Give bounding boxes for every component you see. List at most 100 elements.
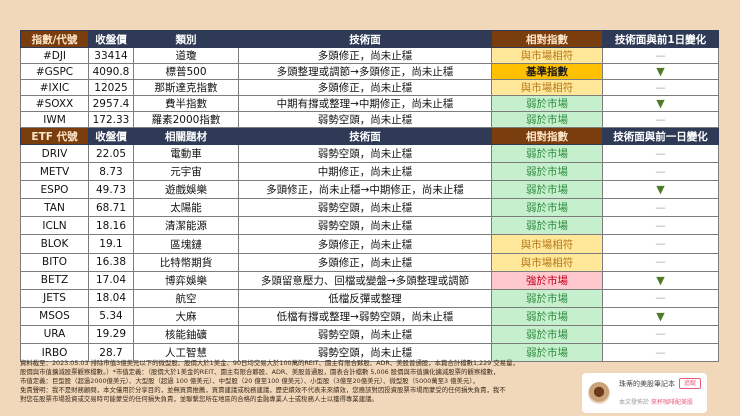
technical-cell: 弱勢空頭，尚未止穩	[238, 111, 492, 128]
close-cell: 8.73	[88, 162, 134, 182]
technical-cell: 多頭修正，尚未止穩	[238, 47, 492, 64]
close-cell: 18.04	[88, 288, 134, 308]
column-header: 技術面與前一日變化	[602, 127, 719, 145]
avatar[interactable]	[588, 382, 610, 404]
close-cell: 49.73	[88, 180, 134, 200]
symbol-cell: #SOXX	[20, 95, 89, 112]
category-cell: 元宇宙	[133, 162, 239, 182]
close-cell: 172.33	[88, 111, 134, 128]
dash-icon: —	[602, 198, 719, 218]
down-triangle-icon: ▼	[602, 270, 719, 290]
symbol-cell: URA	[20, 324, 89, 345]
table-row: BETZ 17.04 博弈娛樂 多頭留意壓力、回檔或變盤→多頭整理或調節 強於市場 ▼	[20, 270, 719, 290]
relative-cell: 與市場相符	[491, 252, 603, 272]
column-header: 技術面	[238, 30, 492, 48]
footnote-line: 股價與市值擴減股票觀察檔數。）*市值定義：（股價大於1美金的REIT、園主有限合…	[20, 368, 500, 376]
table-row: JETS 18.04 航空 低檔反彈或整理 弱於市場 —	[20, 288, 719, 308]
etf-table-header: ETF 代號 收盤價 相關題材 技術面 相對指數 技術面與前一日變化	[20, 127, 719, 145]
dash-icon: —	[602, 47, 719, 64]
relative-cell: 弱於市場	[491, 306, 603, 326]
relative-cell: 弱於市場	[491, 180, 603, 200]
dash-icon: —	[602, 162, 719, 182]
table-row: #SOXX 2957.4 費半指數 中期有撐或整理→中期修正，尚未止穩 弱於市場 ▼	[20, 95, 719, 112]
dash-icon: —	[602, 111, 719, 128]
down-triangle-icon: ▼	[602, 63, 719, 80]
symbol-cell: #GSPC	[20, 63, 89, 80]
technical-cell: 多頭留意壓力、回檔或變盤→多頭整理或調節	[238, 270, 492, 290]
author-name[interactable]: 珠蒂的美股筆記本	[619, 380, 675, 388]
symbol-cell: ICLN	[20, 216, 89, 236]
relative-cell: 弱於市場	[491, 343, 603, 363]
relative-cell: 與市場相符	[491, 79, 603, 96]
technical-cell: 多頭修正，尚未止穩	[238, 234, 492, 254]
table-row: ESPO 49.73 遊戲娛樂 多頭修正，尚未止穩→中期修正，尚未止穩 弱於市場 ▼	[20, 180, 719, 200]
follow-button[interactable]: 追蹤	[679, 378, 701, 389]
relative-cell: 弱於市場	[491, 216, 603, 236]
column-header: 技術面	[238, 127, 492, 145]
symbol-cell: #IXIC	[20, 79, 89, 96]
symbol-cell: METV	[20, 162, 89, 182]
symbol-cell: TAN	[20, 198, 89, 218]
category-cell: 那斯達克指數	[133, 79, 239, 96]
category-cell: 電動車	[133, 143, 239, 164]
table-row: DRIV 22.05 電動車 弱勢空頭，尚未止穩 弱於市場 —	[20, 143, 719, 164]
footnote-line: 資料截至：2023.05.03 排除市值3億美元以下的微型股、股價大於1美金、9…	[20, 359, 519, 367]
close-cell: 19.29	[88, 324, 134, 345]
relative-cell: 與市場相符	[491, 47, 603, 64]
publication-link[interactable]: 來杯咖啡配美股	[650, 399, 693, 406]
technical-cell: 多頭修正，尚未止穩	[238, 252, 492, 272]
technical-cell: 多頭修正，尚未止穩	[238, 79, 492, 96]
down-triangle-icon: ▼	[602, 95, 719, 112]
technical-cell: 弱勢空頭，尚未止穩	[238, 216, 492, 236]
technical-cell: 弱勢空頭，尚未止穩	[238, 143, 492, 164]
category-cell: 標普500	[133, 63, 239, 80]
close-cell: 4090.8	[88, 63, 134, 80]
column-header: 相關題材	[133, 127, 239, 145]
technical-cell: 多頭整理或調節→多頭修正，尚未止穩	[238, 63, 492, 80]
relative-cell: 弱於市場	[491, 198, 603, 218]
table-row: IWM 172.33 羅素2000指數 弱勢空頭，尚未止穩 弱於市場 —	[20, 111, 719, 128]
category-cell: 太陽能	[133, 198, 239, 218]
technical-cell: 弱勢空頭，尚未止穩	[238, 324, 492, 345]
table-row: ICLN 18.16 清潔能源 弱勢空頭，尚未止穩 弱於市場 —	[20, 216, 719, 236]
down-triangle-icon: ▼	[602, 180, 719, 200]
footnote-line: 市值定義：巨型股（超過2000億美元）、大型股（超過 100 億美元）、中型股（…	[20, 377, 479, 385]
close-cell: 5.34	[88, 306, 134, 326]
table-row: METV 8.73 元宇宙 中期修正，尚未止穩 弱於市場 —	[20, 162, 719, 182]
column-header: 指數/代號	[20, 30, 89, 48]
relative-cell: 弱於市場	[491, 95, 603, 112]
symbol-cell: DRIV	[20, 143, 89, 164]
close-cell: 22.05	[88, 143, 134, 164]
down-triangle-icon: ▼	[602, 306, 719, 326]
published-prefix: 本文發佈於	[619, 399, 650, 406]
author-card: 珠蒂的美股筆記本 追蹤 本文發佈於 來杯咖啡配美股	[582, 373, 707, 413]
close-cell: 33414	[88, 47, 134, 64]
category-cell: 博弈娛樂	[133, 270, 239, 290]
category-cell: 大麻	[133, 306, 239, 326]
dash-icon: —	[602, 234, 719, 254]
table-row: #DJI 33414 道瓊 多頭修正，尚未止穩 與市場相符 —	[20, 47, 719, 64]
footnote-line: 對您在股票市場投資或交易時可能蒙受的任何損失負責，並聯繫您所在地區的合格的金融專…	[20, 395, 378, 403]
symbol-cell: ESPO	[20, 180, 89, 200]
close-cell: 18.16	[88, 216, 134, 236]
market-table: 指數/代號 收盤價 類別 技術面 相對指數 技術面與前1日變化 #DJI 33414 道瓊 多頭修…	[20, 30, 719, 363]
column-header: 收盤價	[88, 30, 134, 48]
category-cell: 清潔能源	[133, 216, 239, 236]
column-header: 收盤價	[88, 127, 134, 145]
column-header: 相對指數	[491, 30, 603, 48]
relative-cell: 弱於市場	[491, 288, 603, 308]
relative-cell: 基準指數	[491, 63, 603, 80]
category-cell: 遊戲娛樂	[133, 180, 239, 200]
technical-cell: 弱勢空頭，尚未止穩	[238, 198, 492, 218]
relative-cell: 弱於市場	[491, 111, 603, 128]
close-cell: 16.38	[88, 252, 134, 272]
category-cell: 航空	[133, 288, 239, 308]
category-cell: 道瓊	[133, 47, 239, 64]
column-header: 技術面與前1日變化	[602, 30, 719, 48]
technical-cell: 中期有撐或整理→中期修正，尚未止穩	[238, 95, 492, 112]
relative-cell: 弱於市場	[491, 143, 603, 164]
table-row: BITO 16.38 比特幣期貨 多頭修正，尚未止穩 與市場相符 —	[20, 252, 719, 272]
dash-icon: —	[602, 79, 719, 96]
technical-cell: 低檔反彈或整理	[238, 288, 492, 308]
symbol-cell: #DJI	[20, 47, 89, 64]
